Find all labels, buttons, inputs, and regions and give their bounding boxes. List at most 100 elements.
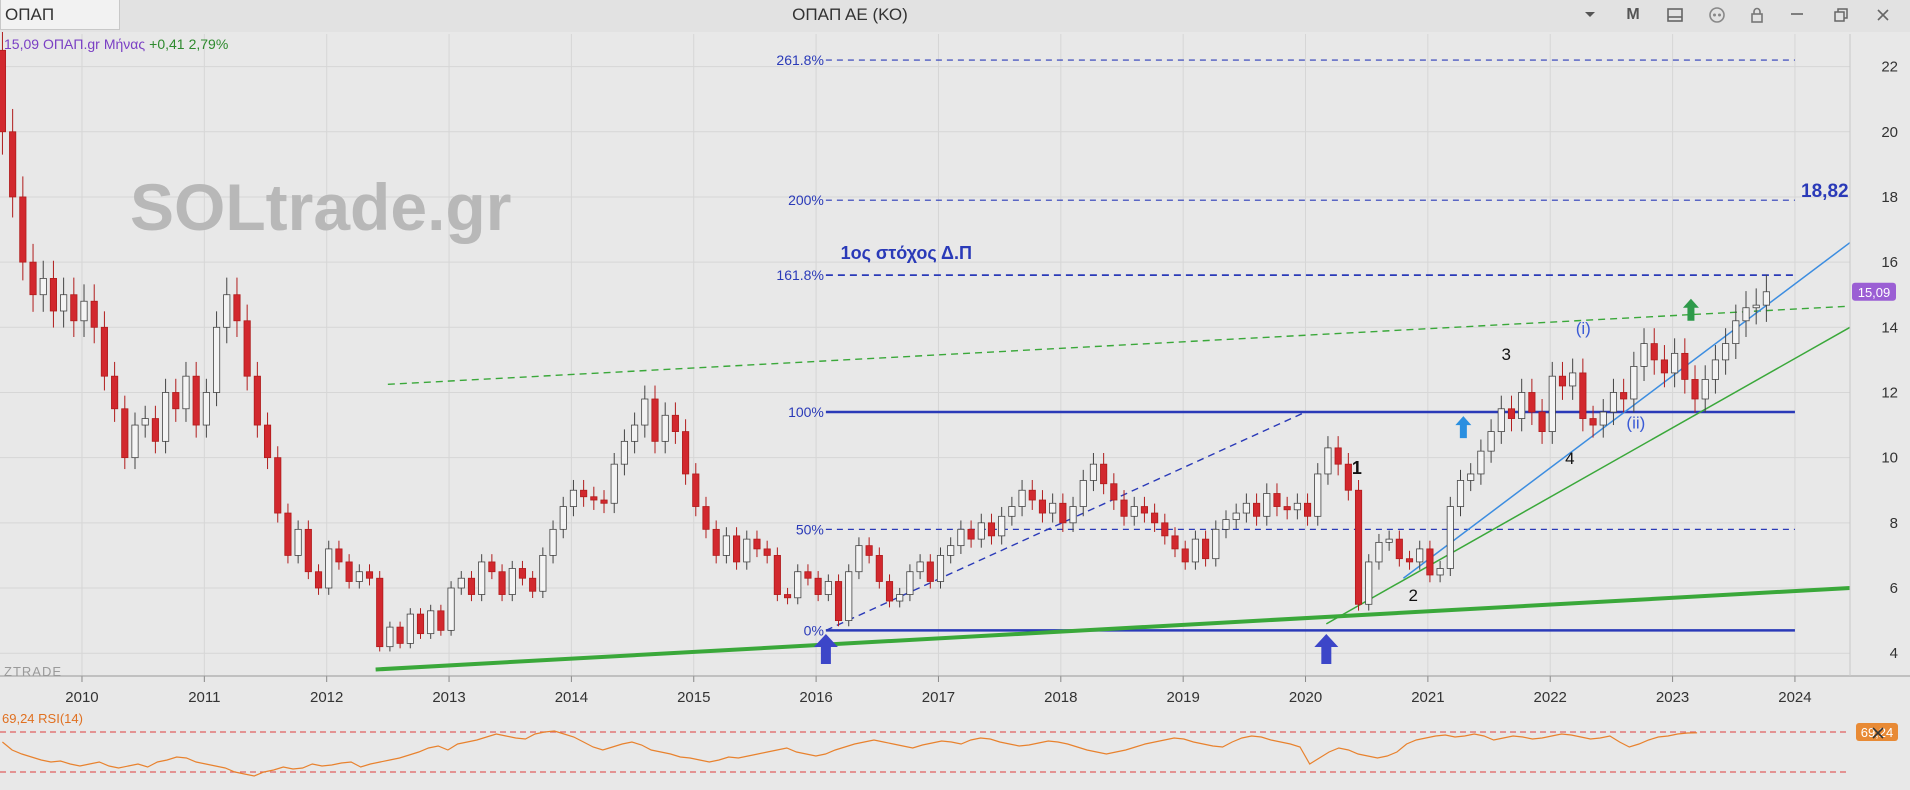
candle [335,548,343,563]
candle [0,49,7,133]
candle [539,555,547,592]
rsi-close-icon[interactable] [1872,727,1884,739]
candle [926,561,934,582]
layout-icon[interactable] [1660,3,1690,27]
candle [1538,411,1546,432]
candle [906,571,914,595]
x-tick-label: 2020 [1289,689,1322,706]
candle [1405,558,1414,563]
candle [29,261,37,296]
candle [213,326,221,393]
candle [508,568,516,595]
candle [304,528,312,573]
candle [19,196,27,263]
annotation: (ii) [1626,413,1645,432]
fib-label: 161.8% [776,267,823,283]
candle [1018,489,1026,507]
candle [80,300,88,322]
candle [1701,379,1709,400]
candle [692,473,700,507]
candle [447,587,455,631]
symbol-tab[interactable]: ΟΠΑΠ [0,0,120,30]
arrow-marker [1682,298,1699,321]
candle [1008,506,1016,517]
x-tick-label: 2015 [677,689,710,706]
candle [498,571,506,595]
candle [1181,548,1189,563]
candle [1263,493,1271,517]
candle [172,392,180,410]
candle [661,414,669,442]
trendline-green-trend [1325,326,1851,625]
candle [722,535,730,556]
candle [90,300,98,328]
fib-label: 0% [804,622,824,638]
y-tick-label: 8 [1890,515,1898,532]
candle [1752,304,1760,309]
candle [1518,392,1526,419]
last-price-label: 15,09 [1858,285,1891,300]
candle [1151,512,1159,524]
candle [488,561,496,573]
candle [1273,493,1281,507]
y-tick-label: 6 [1890,580,1898,597]
x-tick-label: 2013 [432,689,465,706]
y-tick-label: 16 [1881,254,1898,271]
candle [855,545,863,573]
candle [763,548,771,556]
trendline-upper-channel [387,305,1851,386]
candle [386,626,394,648]
annotation: (i) [1576,319,1591,338]
candle [998,515,1006,537]
restore-icon[interactable] [1826,3,1856,27]
link-icon[interactable] [1702,3,1732,27]
rsi-label: 69,24 RSI(14) [2,711,83,726]
candle [896,594,904,602]
candle [569,489,577,507]
period-button[interactable]: M [1626,6,1640,23]
candle [1477,450,1485,475]
candle [131,424,139,459]
candle [365,571,374,579]
x-tick-label: 2022 [1534,689,1567,706]
x-tick-label: 2018 [1044,689,1077,706]
candle [885,581,894,602]
window-title: ΟΠΑΠ ΑΕ (ΚΟ) [792,5,908,24]
candle [1079,480,1087,507]
candle [1395,538,1403,560]
candle [427,610,435,635]
rsi-panel [0,710,1910,790]
lock-icon[interactable] [1742,3,1772,27]
candle [1232,512,1240,520]
candle [1354,489,1363,605]
x-tick-label: 2024 [1778,689,1811,706]
candle [202,392,210,426]
y-tick-label: 10 [1881,450,1898,467]
close-icon[interactable] [1868,3,1898,27]
candle [967,528,975,540]
candle [794,571,802,599]
candle [682,431,690,475]
candle [151,418,159,442]
candle [1130,506,1138,517]
candle [1579,372,1587,419]
y-tick-label: 4 [1890,645,1898,662]
price-chart[interactable]: SOLtrade.gr 261.8% 200% 161.8% 100% 50% 0% 1ο… [0,32,1910,790]
candle [804,571,812,579]
candle [1620,392,1628,400]
dropdown-icon[interactable] [1572,3,1608,27]
candle [1120,499,1128,517]
candle [671,414,679,432]
candle [518,568,527,579]
candle [1426,548,1434,576]
candle [1110,483,1118,501]
candle [651,398,659,442]
candle [1304,502,1312,517]
candle [60,294,68,312]
candle [1446,506,1454,569]
candle [39,278,47,296]
x-tick-label: 2021 [1411,689,1444,706]
candle [1416,548,1424,563]
minimize-icon[interactable] [1782,3,1812,27]
arrow-marker [1455,416,1472,439]
